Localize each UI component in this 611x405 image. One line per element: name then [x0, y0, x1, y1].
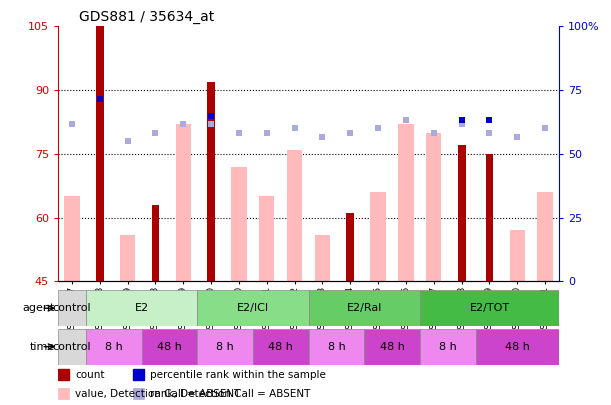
Bar	[420, 329, 475, 364]
Text: control: control	[53, 342, 91, 352]
Bar	[197, 329, 253, 364]
Bar	[287, 149, 302, 281]
Bar	[58, 290, 86, 326]
Bar	[58, 329, 86, 364]
Bar	[538, 192, 553, 281]
Bar	[142, 329, 197, 364]
Bar	[133, 369, 144, 380]
Bar	[309, 290, 420, 326]
Bar	[426, 133, 442, 281]
Text: 48 h: 48 h	[268, 342, 293, 352]
Text: count: count	[75, 370, 104, 380]
Bar	[96, 26, 104, 281]
Text: 8 h: 8 h	[439, 342, 456, 352]
Bar	[86, 329, 142, 364]
Text: control: control	[53, 303, 91, 313]
Bar	[370, 192, 386, 281]
Bar	[309, 329, 364, 364]
Bar	[120, 234, 135, 281]
Bar	[510, 230, 525, 281]
Bar	[364, 329, 420, 364]
Text: value, Detection Call = ABSENT: value, Detection Call = ABSENT	[75, 389, 241, 399]
Bar	[486, 154, 493, 281]
Bar	[315, 234, 330, 281]
Text: 48 h: 48 h	[157, 342, 182, 352]
Text: 48 h: 48 h	[505, 342, 530, 352]
Bar	[259, 196, 274, 281]
Text: percentile rank within the sample: percentile rank within the sample	[150, 370, 326, 380]
Text: 48 h: 48 h	[379, 342, 404, 352]
Text: rank, Detection Call = ABSENT: rank, Detection Call = ABSENT	[150, 389, 310, 399]
Bar	[58, 388, 69, 399]
Text: agent: agent	[23, 303, 55, 313]
Bar	[253, 329, 309, 364]
Bar	[175, 124, 191, 281]
Bar	[133, 388, 144, 399]
Text: time: time	[30, 342, 55, 352]
Bar	[232, 167, 247, 281]
Bar	[64, 196, 79, 281]
Bar	[420, 290, 559, 326]
Text: E2/TOT: E2/TOT	[469, 303, 510, 313]
Bar	[58, 369, 69, 380]
Bar	[152, 205, 159, 281]
Text: E2/Ral: E2/Ral	[346, 303, 382, 313]
Text: 8 h: 8 h	[216, 342, 234, 352]
Text: 8 h: 8 h	[327, 342, 345, 352]
Bar	[86, 290, 197, 326]
Bar	[346, 213, 354, 281]
Text: E2/ICI: E2/ICI	[237, 303, 269, 313]
Bar	[207, 82, 215, 281]
Text: 8 h: 8 h	[105, 342, 123, 352]
Bar	[197, 290, 309, 326]
Text: GDS881 / 35634_at: GDS881 / 35634_at	[79, 10, 214, 24]
Text: E2: E2	[134, 303, 148, 313]
Bar	[458, 145, 466, 281]
Bar	[475, 329, 559, 364]
Bar	[398, 124, 414, 281]
